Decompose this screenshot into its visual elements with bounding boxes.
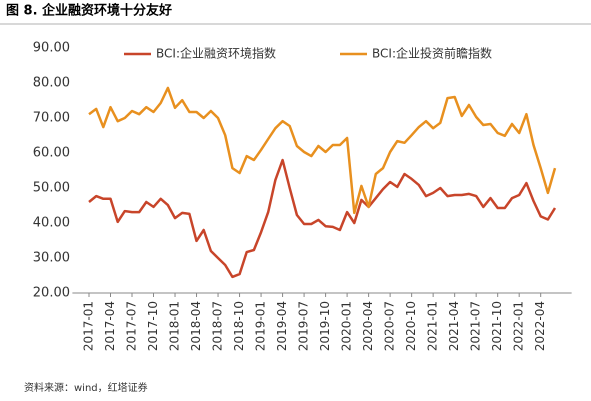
x-tick-label: 2017-04 (103, 301, 117, 351)
x-tick-label: 2017-01 (81, 301, 95, 351)
x-tick-label: 2020-10 (404, 301, 418, 351)
x-tick-label: 2021-04 (447, 301, 461, 351)
x-tick-label: 2017-07 (125, 301, 139, 351)
y-tick-label: 70.00 (33, 111, 70, 126)
x-tick-label: 2021-10 (490, 301, 504, 351)
chart-title: 图 8. 企业融资环境十分友好 (6, 3, 172, 19)
x-tick-label: 2018-10 (232, 301, 246, 351)
y-tick-label: 80.00 (33, 76, 70, 91)
x-tick-label: 2022-01 (512, 301, 526, 351)
x-tick-label: 2019-01 (254, 301, 268, 351)
x-tick-label: 2017-10 (146, 301, 160, 351)
series-line (88, 86, 557, 215)
y-tick-label: 60.00 (33, 146, 70, 161)
source-note: 资料来源：wind，红塔证券 (24, 381, 148, 394)
y-tick-label: 30.00 (33, 251, 70, 266)
x-tick-label: 2018-04 (189, 301, 203, 351)
x-tick-label: 2019-04 (275, 301, 289, 351)
y-tick-label: 90.00 (33, 41, 70, 56)
x-tick-label: 2022-04 (533, 301, 547, 351)
legend-label: BCI:企业投资前瞻指数 (372, 46, 492, 61)
y-tick-label: 50.00 (33, 181, 70, 196)
x-tick-label: 2020-07 (383, 301, 397, 351)
x-tick-label: 2021-01 (426, 301, 440, 351)
x-tick-label: 2020-04 (361, 301, 375, 351)
x-tick-label: 2018-01 (168, 301, 182, 351)
x-tick-label: 2019-10 (318, 301, 332, 351)
x-tick-label: 2020-01 (340, 301, 354, 351)
y-tick-label: 20.00 (33, 286, 70, 301)
x-tick-label: 2021-07 (469, 301, 483, 351)
x-tick-label: 2018-07 (211, 301, 225, 351)
series-line (88, 158, 557, 279)
y-tick-label: 40.00 (33, 216, 70, 231)
x-tick-label: 2019-07 (297, 301, 311, 351)
legend-label: BCI:企业融资环境指数 (156, 46, 276, 61)
